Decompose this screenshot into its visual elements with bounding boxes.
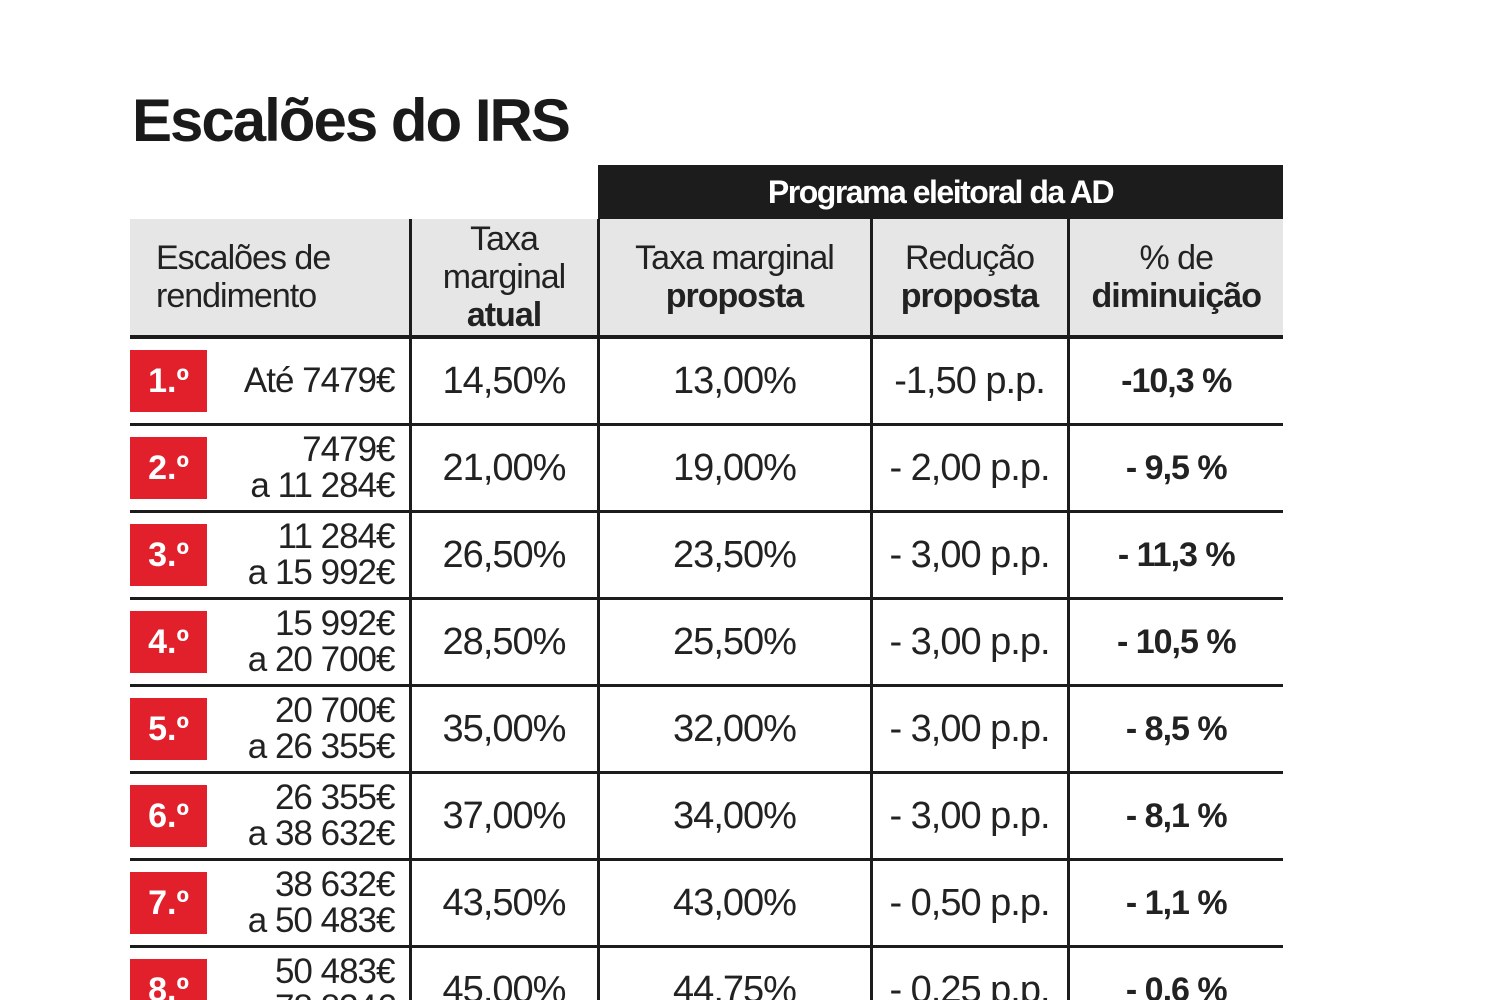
bracket-range: 7479€ (302, 430, 395, 469)
header-bold: proposta (665, 277, 804, 315)
header-text: Taxa marginal (442, 220, 566, 296)
bracket-range: Até 7479€ (243, 361, 396, 400)
table-row: 3.º 11 284€ a 15 992€ 26,50% 23,50% - 3,00 p.… (130, 511, 1283, 600)
table-row: 7.º 38 632€ a 50 483€ 43,50% 43,00% - 0,50 p.… (130, 859, 1283, 948)
value-cell: - 0,50 p.p. (869, 859, 1068, 948)
header-text: Taxa marginal (635, 239, 835, 277)
value-cell: - 11,3 % (1066, 511, 1283, 600)
value-cell: 14,50% (408, 337, 598, 426)
bracket-range: 38 632€ (274, 865, 396, 904)
bracket-range: a 26 355€ (247, 727, 396, 766)
bracket-badge: 6.º (130, 785, 207, 847)
value-cell: - 2,00 p.p. (869, 424, 1068, 513)
value-cell: - 3,00 p.p. (869, 511, 1068, 600)
column-header: Escalões de rendimento (130, 219, 410, 339)
value-cell: 43,00% (596, 859, 871, 948)
value-cell: -1,50 p.p. (869, 337, 1068, 426)
bracket-cell: 7.º 38 632€ a 50 483€ (130, 859, 410, 948)
bracket-range: a 20 700€ (247, 640, 396, 679)
irs-table: Escalões de rendimento Taxa marginal atual… (130, 219, 1283, 1000)
bracket-badge: 5.º (130, 698, 207, 760)
bracket-range: 15 992€ (274, 604, 396, 643)
bracket-range: 26 355€ (274, 778, 396, 817)
bracket-cell: 4.º 15 992€ a 20 700€ (130, 598, 410, 687)
bracket-badge: 1.º (130, 350, 207, 412)
table-row: 6.º 26 355€ a 38 632€ 37,00% 34,00% - 3,00 p.… (130, 772, 1283, 861)
bracket-badge: 8.º (130, 959, 207, 1000)
bracket-cell: 1.º Até 7479€ (130, 337, 410, 426)
value-cell: 35,00% (408, 685, 598, 774)
group-header: Programa eleitoral da AD (598, 165, 1283, 219)
bracket-range: a 11 284€ (250, 466, 395, 505)
table-row: 2.º 7479€ a 11 284€ 21,00% 19,00% - 2,00 p.p.… (130, 424, 1283, 513)
column-header: Taxa marginal atual (408, 219, 598, 339)
value-cell: - 8,1 % (1066, 772, 1283, 861)
table-body: 1.º Até 7479€ 14,50% 13,00% -1,50 p.p. -10,3 … (130, 337, 1283, 1000)
header-bold: diminuição (1091, 277, 1262, 315)
value-cell: - 3,00 p.p. (869, 772, 1068, 861)
bracket-range: a 15 992€ (247, 553, 396, 592)
bracket-badge: 3.º (130, 524, 207, 586)
bracket-cell: 5.º 20 700€ a 26 355€ (130, 685, 410, 774)
value-cell: 32,00% (596, 685, 871, 774)
bracket-cell: 8.º 50 483€a 78 834€ (130, 946, 410, 1000)
title: Escalões do IRS (132, 87, 571, 154)
value-cell: - 9,5 % (1066, 424, 1283, 513)
value-cell: 43,50% (408, 859, 598, 948)
value-cell: 44,75% (596, 946, 871, 1000)
bracket-range: a 50 483€ (247, 901, 396, 940)
bracket-cell: 3.º 11 284€ a 15 992€ (130, 511, 410, 600)
column-header: Taxa marginal proposta (596, 219, 871, 339)
value-cell: - 10,5 % (1066, 598, 1283, 687)
value-cell: 26,50% (408, 511, 598, 600)
header-text: Redução (904, 239, 1035, 277)
value-cell: 13,00% (596, 337, 871, 426)
bracket-cell: 2.º 7479€ a 11 284€ (130, 424, 410, 513)
value-cell: 28,50% (408, 598, 598, 687)
table-row: 8.º 50 483€a 78 834€ 45,00%44,75%- 0,25 p.… (130, 946, 1283, 1000)
value-cell: - 1,1 % (1066, 859, 1283, 948)
bracket-range: 50 483€ (274, 952, 396, 991)
value-cell: - 3,00 p.p. (869, 598, 1068, 687)
column-header: % de diminuição (1066, 219, 1283, 339)
value-cell: -10,3 % (1066, 337, 1283, 426)
bracket-range: 11 284€ (277, 517, 396, 556)
value-cell: 25,50% (596, 598, 871, 687)
header-bold: atual (466, 296, 542, 334)
header-text: % de (1139, 239, 1214, 277)
value-cell: 23,50% (596, 511, 871, 600)
value-cell: 37,00% (408, 772, 598, 861)
value-cell: 19,00% (596, 424, 871, 513)
value-cell: 34,00% (596, 772, 871, 861)
bracket-cell: 6.º 26 355€ a 38 632€ (130, 772, 410, 861)
bracket-badge: 4.º (130, 611, 207, 673)
header-bold: proposta (900, 277, 1039, 315)
table-row: 1.º Até 7479€ 14,50% 13,00% -1,50 p.p. -10,3 … (130, 337, 1283, 426)
bracket-range: a 78 834€ (130, 990, 396, 1000)
bracket-range: 20 700€ (274, 691, 396, 730)
bracket-badge: 7.º (130, 872, 207, 934)
value-cell: - 3,00 p.p. (869, 685, 1068, 774)
table-row: 4.º 15 992€ a 20 700€ 28,50% 25,50% - 3,00 p.… (130, 598, 1283, 687)
column-header: Redução proposta (869, 219, 1068, 339)
header-text: Escalões de rendimento (156, 239, 331, 315)
bracket-range: a 38 632€ (247, 814, 396, 853)
value-cell: - 0,25 p.p. (869, 946, 1068, 1000)
value-cell: 21,00% (408, 424, 598, 513)
table-row: 5.º 20 700€ a 26 355€ 35,00% 32,00% - 3,00 p.… (130, 685, 1283, 774)
value-cell: 45,00% (408, 946, 598, 1000)
value-cell: - 0,6 % (1066, 946, 1283, 1000)
bracket-badge: 2.º (130, 437, 207, 499)
value-cell: - 8,5 % (1066, 685, 1283, 774)
header-row: Escalões de rendimento Taxa marginal atual… (130, 219, 1283, 339)
